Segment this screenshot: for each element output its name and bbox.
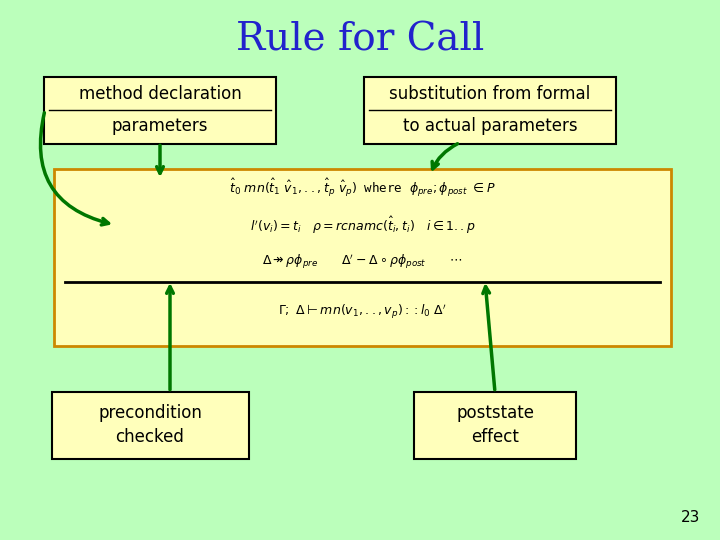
FancyBboxPatch shape — [52, 392, 248, 458]
Text: substitution from formal: substitution from formal — [390, 85, 590, 103]
Text: 23: 23 — [680, 510, 700, 525]
Text: effect: effect — [471, 428, 519, 445]
FancyBboxPatch shape — [44, 77, 276, 144]
Text: $l'(v_i)=t_i \quad \rho=rcnamc(\hat{t}_i,t_i) \quad i\in 1..p$: $l'(v_i)=t_i \quad \rho=rcnamc(\hat{t}_i… — [250, 214, 475, 235]
Text: method declaration: method declaration — [78, 85, 241, 103]
Text: $\Gamma;\ \Delta\vdash mn(v_1,..,v_p)::l_0\ \Delta'$: $\Gamma;\ \Delta\vdash mn(v_1,..,v_p)::l… — [278, 303, 447, 321]
Text: poststate: poststate — [456, 404, 534, 422]
Text: precondition: precondition — [98, 404, 202, 422]
FancyBboxPatch shape — [54, 169, 671, 346]
Text: to actual parameters: to actual parameters — [402, 117, 577, 135]
FancyBboxPatch shape — [414, 392, 576, 458]
Text: $\Delta \twoheadrightarrow \rho\phi_{pre} \qquad \Delta'-\Delta\circ\rho\phi_{po: $\Delta \twoheadrightarrow \rho\phi_{pre… — [262, 253, 462, 271]
Text: checked: checked — [116, 428, 184, 445]
Text: $\hat{t}_0\ mn(\hat{t}_1\ \hat{v}_1,..,\hat{t}_p\ \hat{v}_p)$ where $\phi_{pre};: $\hat{t}_0\ mn(\hat{t}_1\ \hat{v}_1,..,\… — [229, 177, 496, 199]
Text: parameters: parameters — [112, 117, 208, 135]
FancyBboxPatch shape — [364, 77, 616, 144]
Text: Rule for Call: Rule for Call — [236, 22, 484, 58]
